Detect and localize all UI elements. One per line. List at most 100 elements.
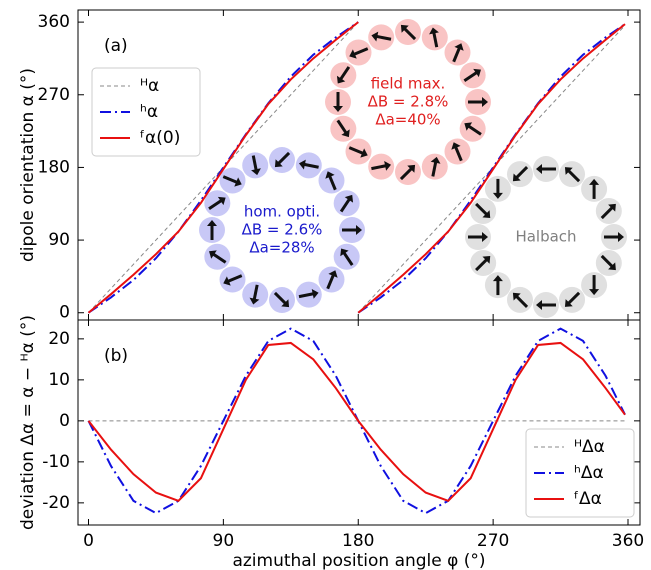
y-tick-label: 360 [38,12,70,32]
magnet-arrow [342,250,354,266]
y-tick-label: 270 [38,85,70,105]
magnet-arrow-head [400,24,409,33]
inset-label: ΔB = 2.8% [368,93,449,111]
magnet-arrow [276,151,291,166]
magnet-arrow-head [492,192,503,199]
magnet-arrow-head [473,68,481,78]
magnet-arrow-head [360,148,368,158]
magnet-arrow-head [234,177,242,187]
y-tick-label: 20 [48,329,70,349]
magnet-arrow [352,47,369,57]
magnet-arrow [431,160,438,177]
inset-label: Δa=28% [249,239,314,257]
inset-label: ΔB = 2.6% [242,221,323,239]
inset-label: Δa=40% [375,111,440,129]
magnet-arrow [475,257,489,272]
magnet-arrow [432,31,439,48]
x-axis-label: azimuthal position angle φ (°) [232,551,485,570]
y-tick-label: 0 [59,303,70,323]
panel-label: (b) [104,346,128,366]
magnet-arrow-head [336,75,346,84]
magnet-arrow-head [608,262,616,271]
magnet-arrow [566,291,581,306]
magnet-arrow-head [608,203,616,212]
magnet-arrow-head [407,164,416,173]
magnet-arrow [514,294,529,308]
magnet-arrow-head [564,167,573,175]
magnet-arrow-head [344,194,354,203]
magnet-arrow-head [328,270,338,278]
magnet-arrow [348,146,365,156]
y-tick-label: 0 [59,411,70,431]
magnet-arrow-head [298,159,306,170]
magnet-arrow-head [564,299,573,307]
magnet-arrow [452,46,462,63]
magnet-arrow-head [217,196,226,206]
magnet-arrow-head [333,106,343,112]
magnet-arrow-head [249,297,260,305]
legend-label: ʰΔα [574,463,604,483]
plot-frame [77,319,641,526]
magnet-arrow-head [251,168,261,176]
inset-label: Halbach [515,228,576,246]
magnet-arrow [327,174,337,191]
magnet-arrow-head [341,129,350,138]
magnet-arrow-head [512,173,521,182]
magnet-arrow-head [430,156,441,164]
magnet-arrow-head [464,122,473,131]
legend-label: ᶠα(0) [140,128,180,148]
legend-label: ᴴΔα [574,437,605,457]
magnet-arrow [399,166,414,181]
legend-label: ᴴα [140,76,159,96]
legend-label: ʰα [140,102,158,122]
magnet-arrow [252,284,259,301]
magnet-arrow [336,119,348,135]
magnet-arrow-head [223,276,231,286]
magnet-arrow-head [482,255,491,264]
y-tick-label: 180 [38,157,70,177]
series-line [87,21,626,314]
y-tick-label: 10 [48,370,70,390]
x-tick-label: 360 [612,531,644,551]
x-tick-label: 180 [342,531,374,551]
x-tick-label: 90 [213,531,235,551]
magnet-arrow-head [429,27,439,35]
y-axis-label: deviation Δα = α − ᴴα (°) [18,315,38,530]
series-line [87,341,626,502]
magnet-arrow [273,291,288,306]
legend-label: ᶠΔα [574,489,602,509]
magnet-arrow [211,252,227,264]
x-tick-label: 0 [83,531,94,551]
y-tick-label: -20 [42,493,70,513]
magnet-arrow [566,168,581,183]
magnet-arrow-head [482,97,488,107]
y-tick-label: -10 [42,452,70,472]
magnet-arrow [339,197,352,213]
magnet-arrow [453,145,463,162]
magnet-arrow [222,175,239,185]
inset-label: field max. [371,75,446,93]
legend-box [91,67,201,157]
magnet-arrow [466,124,482,136]
magnet-arrow [302,162,319,169]
inset-label: hom. opti. [244,203,320,221]
magnet-arrow-head [454,43,464,51]
magnet-arrow-head [492,275,503,282]
magnet-arrow [463,70,479,83]
magnet-arrow [226,274,243,284]
magnet-arrow-head [451,142,461,150]
magnet-arrow-head [340,248,349,257]
magnet-arrow-head [325,171,335,179]
magnet-arrow [600,254,615,269]
legend-box [525,428,635,518]
magnet-arrow-head [482,210,491,219]
magnet-arrow-head [281,299,290,308]
magnet-arrow [375,34,392,41]
magnet-arrow-head [356,225,362,235]
series-line [87,21,626,314]
magnet-arrow-head [618,232,624,242]
magnet-arrow [514,166,529,180]
magnet-arrow-head [349,49,357,59]
magnet-arrow-head [274,159,283,168]
